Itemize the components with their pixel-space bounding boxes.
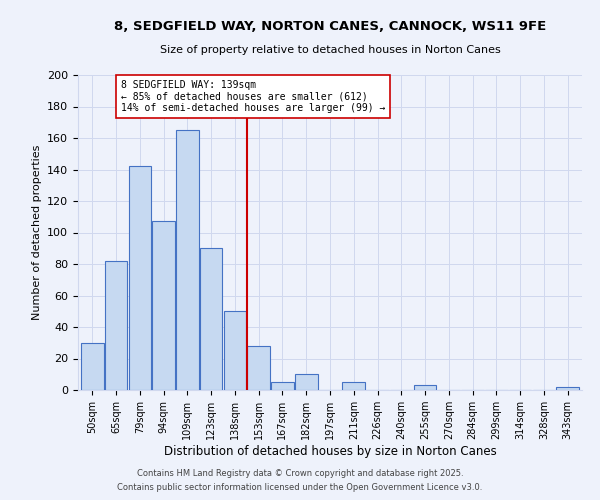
Bar xyxy=(247,346,270,390)
Bar xyxy=(176,130,199,390)
Bar xyxy=(224,311,246,390)
Y-axis label: Number of detached properties: Number of detached properties xyxy=(32,145,41,320)
Text: Contains HM Land Registry data © Crown copyright and database right 2025.: Contains HM Land Registry data © Crown c… xyxy=(137,468,463,477)
Bar xyxy=(556,387,579,390)
Bar xyxy=(152,222,175,390)
Text: Contains public sector information licensed under the Open Government Licence v3: Contains public sector information licen… xyxy=(118,484,482,492)
Bar xyxy=(105,261,127,390)
Text: 8, SEDGFIELD WAY, NORTON CANES, CANNOCK, WS11 9FE: 8, SEDGFIELD WAY, NORTON CANES, CANNOCK,… xyxy=(114,20,546,33)
Bar xyxy=(343,382,365,390)
Bar xyxy=(128,166,151,390)
Bar xyxy=(414,386,436,390)
Text: 8 SEDGFIELD WAY: 139sqm
← 85% of detached houses are smaller (612)
14% of semi-d: 8 SEDGFIELD WAY: 139sqm ← 85% of detache… xyxy=(121,80,385,113)
Bar xyxy=(295,374,317,390)
X-axis label: Distribution of detached houses by size in Norton Canes: Distribution of detached houses by size … xyxy=(164,445,496,458)
Bar xyxy=(271,382,294,390)
Text: Size of property relative to detached houses in Norton Canes: Size of property relative to detached ho… xyxy=(160,45,500,55)
Bar xyxy=(200,248,223,390)
Bar xyxy=(81,343,104,390)
